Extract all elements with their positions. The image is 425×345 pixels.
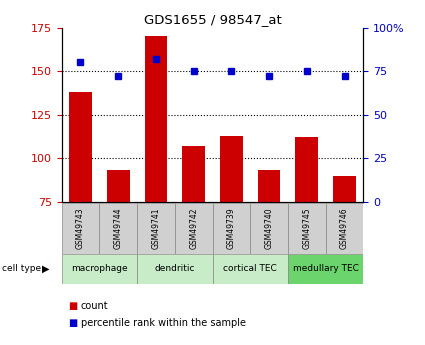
Text: cortical TEC: cortical TEC: [224, 264, 277, 274]
Text: GSM49739: GSM49739: [227, 207, 236, 249]
Bar: [250, 203, 288, 254]
Text: GSM49741: GSM49741: [151, 207, 160, 249]
Text: GSM49746: GSM49746: [340, 207, 349, 249]
Text: GSM49742: GSM49742: [189, 207, 198, 249]
Bar: [220, 136, 243, 202]
Bar: [62, 254, 137, 284]
Text: cell type: cell type: [2, 264, 41, 274]
Bar: [258, 170, 281, 202]
Text: ▶: ▶: [42, 264, 49, 274]
Bar: [295, 137, 318, 202]
Bar: [107, 170, 130, 202]
Bar: [288, 203, 326, 254]
Text: GSM49740: GSM49740: [265, 207, 274, 249]
Bar: [333, 176, 356, 202]
Bar: [175, 203, 212, 254]
Bar: [326, 203, 363, 254]
Bar: [137, 254, 212, 284]
Text: percentile rank within the sample: percentile rank within the sample: [81, 318, 246, 328]
Text: ■: ■: [68, 318, 77, 328]
Bar: [137, 203, 175, 254]
Bar: [144, 36, 167, 202]
Text: dendritic: dendritic: [155, 264, 195, 274]
Bar: [212, 203, 250, 254]
Title: GDS1655 / 98547_at: GDS1655 / 98547_at: [144, 13, 281, 27]
Text: GSM49744: GSM49744: [114, 207, 123, 249]
Text: GSM49743: GSM49743: [76, 207, 85, 249]
Bar: [62, 203, 99, 254]
Bar: [288, 254, 363, 284]
Text: GSM49745: GSM49745: [302, 207, 311, 249]
Bar: [212, 254, 288, 284]
Bar: [69, 92, 92, 202]
Text: macrophage: macrophage: [71, 264, 128, 274]
Text: count: count: [81, 301, 108, 311]
Bar: [99, 203, 137, 254]
Text: medullary TEC: medullary TEC: [293, 264, 359, 274]
Text: ■: ■: [68, 301, 77, 311]
Bar: [182, 146, 205, 202]
